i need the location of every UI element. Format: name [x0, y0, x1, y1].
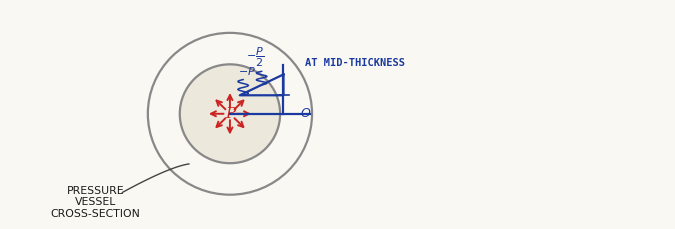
Text: $-\dfrac{P}{2}$: $-\dfrac{P}{2}$ [246, 46, 264, 69]
Ellipse shape [180, 64, 280, 163]
Text: PRESSURE
VESSEL
CROSS-SECTION: PRESSURE VESSEL CROSS-SECTION [51, 186, 140, 219]
Text: $O$: $O$ [300, 107, 312, 120]
Text: $-P$: $-P$ [238, 65, 256, 77]
Text: AT MID-THICKNESS: AT MID-THICKNESS [305, 58, 405, 68]
Text: P: P [225, 107, 235, 121]
Ellipse shape [148, 33, 312, 195]
